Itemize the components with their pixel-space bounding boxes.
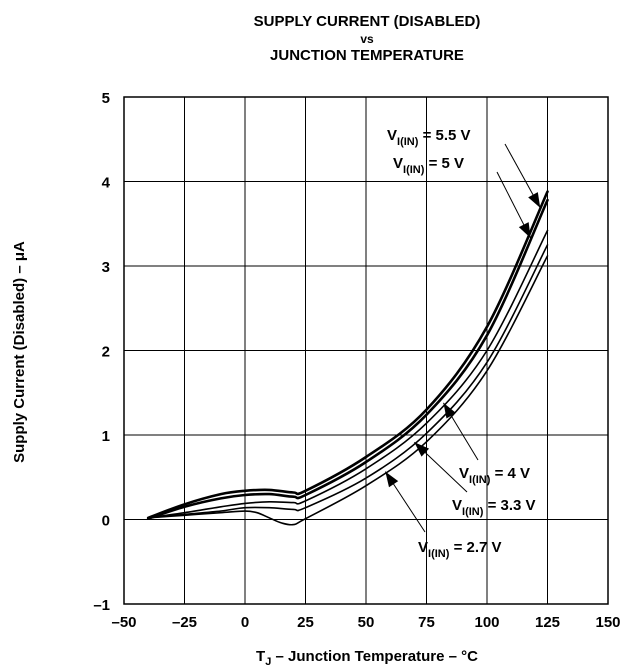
annotation-arrowhead-2 (443, 402, 456, 419)
x-tick-label: 25 (297, 614, 314, 631)
annotation-leader-layer (384, 143, 541, 533)
annotation-2p7v: VI(IN) = 2.7 V (418, 539, 502, 560)
x-axis-label-main: T (256, 648, 265, 665)
annotation-3p3v-main: V (452, 497, 462, 514)
annotation-2p7v-rest: = 2.7 V (449, 539, 501, 556)
y-tick-label: 3 (102, 259, 110, 276)
x-tick-label: 50 (358, 614, 375, 631)
y-tick-label: 4 (102, 175, 111, 192)
annotation-arrowhead-3 (414, 442, 430, 457)
annotation-4v-sub: I(IN) (469, 474, 491, 486)
annotation-5v-main: V (393, 155, 403, 172)
x-tick-label: 150 (595, 614, 620, 631)
annotation-5p5v: VI(IN) = 5.5 V (387, 127, 471, 148)
annotation-5v-rest: = 5 V (424, 155, 464, 172)
series-line-2 (147, 229, 549, 519)
annotation-2p7v-sub: I(IN) (428, 548, 450, 560)
x-axis-label-rest: – Junction Temperature – °C (271, 648, 478, 665)
annotation-arrowhead-4 (385, 471, 399, 488)
annotation-4v-rest: = 4 V (490, 465, 530, 482)
annotation-3p3v: VI(IN) = 3.3 V (452, 497, 536, 518)
x-tick-label: 0 (241, 614, 249, 631)
plot-frame (123, 96, 609, 605)
y-axis-label: Supply Current (Disabled) – μA (11, 241, 28, 463)
annotation-4v-main: V (459, 465, 469, 482)
grid-layer (124, 97, 608, 604)
annotation-5v-sub: I(IN) (403, 164, 425, 176)
annotation-4v: VI(IN) = 4 V (459, 465, 530, 486)
x-tick-label: –25 (172, 614, 197, 631)
annotation-3p3v-rest: = 3.3 V (483, 497, 535, 514)
annotation-3p3v-sub: I(IN) (462, 506, 484, 518)
x-tick-label: 75 (418, 614, 435, 631)
y-tick-label: 5 (102, 90, 110, 107)
series-line-3 (147, 244, 549, 519)
annotation-5p5v-sub: I(IN) (397, 136, 419, 148)
title-line-3: JUNCTION TEMPERATURE (270, 47, 464, 64)
series-line-0 (146, 190, 549, 520)
x-tick-label: 100 (474, 614, 499, 631)
annotation-arrowhead-1 (518, 222, 531, 238)
x-axis-label: TJ – Junction Temperature – °C (256, 648, 478, 666)
curve-layer (146, 190, 549, 526)
y-tick-label: 1 (102, 428, 110, 445)
annotation-arrowhead-0 (528, 192, 541, 208)
x-tick-label: –50 (111, 614, 136, 631)
chart-title: SUPPLY CURRENT (DISABLED) vs JUNCTION TE… (254, 13, 481, 64)
annotation-5p5v-main: V (387, 127, 397, 144)
annotation-5p5v-rest: = 5.5 V (418, 127, 470, 144)
x-tick-label: 125 (535, 614, 560, 631)
series-line-4 (147, 255, 549, 526)
title-line-2: vs (360, 32, 374, 46)
y-tick-label: –1 (93, 597, 110, 614)
title-line-1: SUPPLY CURRENT (DISABLED) (254, 13, 481, 30)
annotation-2p7v-main: V (418, 539, 428, 556)
x-axis-label-sub: J (265, 656, 271, 666)
annotation-5v: VI(IN) = 5 V (393, 155, 464, 176)
y-tick-label: 0 (102, 513, 110, 530)
y-tick-label: 2 (102, 344, 110, 361)
series-line-1 (146, 198, 549, 520)
tick-label-layer: –50 –25 0 25 50 75 100 125 150 –1 0 1 2 3 4 5 (93, 90, 620, 631)
